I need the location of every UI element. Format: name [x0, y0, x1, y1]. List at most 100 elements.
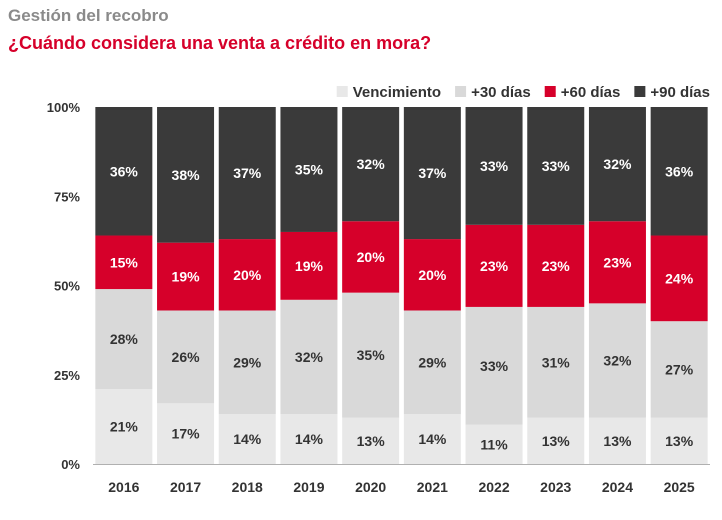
data-label: 32%	[295, 349, 324, 365]
y-tick-label: 25%	[54, 368, 80, 383]
data-label: 13%	[357, 433, 386, 449]
x-tick-label: 2020	[355, 479, 386, 495]
data-label: 14%	[233, 431, 262, 447]
bar-segment	[280, 414, 338, 464]
data-label: 26%	[172, 349, 201, 365]
bar-segment	[157, 403, 215, 464]
legend-swatch	[634, 86, 646, 97]
data-label: 38%	[172, 167, 201, 183]
bar-segment	[403, 414, 461, 464]
data-label: 24%	[665, 270, 694, 286]
data-label: 27%	[665, 361, 694, 377]
data-label: 32%	[603, 156, 632, 172]
legend-label: +90 días	[650, 84, 710, 101]
x-tick-label: 2025	[664, 479, 695, 495]
data-label: 14%	[295, 431, 324, 447]
data-label: 19%	[172, 269, 201, 285]
x-tick-label: 2021	[417, 479, 448, 495]
data-label: 13%	[665, 433, 694, 449]
x-tick-label: 2016	[108, 479, 139, 495]
bar-segment	[157, 242, 215, 311]
x-tick-label: 2017	[170, 479, 201, 495]
y-tick-label: 100%	[47, 100, 81, 115]
data-label: 35%	[357, 347, 386, 363]
data-label: 31%	[542, 354, 571, 370]
data-label: 23%	[542, 258, 571, 274]
bar-segment	[218, 414, 276, 464]
data-label: 33%	[542, 158, 571, 174]
bar-segment	[95, 289, 153, 390]
data-label: 32%	[603, 352, 632, 368]
bar-segment	[465, 224, 523, 307]
bar-segment	[527, 224, 585, 307]
data-label: 37%	[233, 165, 262, 181]
legend-label: Vencimiento	[353, 84, 441, 101]
bar-segment	[342, 417, 400, 464]
bar-segment	[280, 231, 338, 300]
bar-segment	[157, 107, 215, 243]
bar-segment	[650, 107, 708, 236]
bar-segment	[157, 310, 215, 404]
data-label: 28%	[110, 331, 139, 347]
bar-segment	[280, 299, 338, 415]
bar-segment	[403, 107, 461, 240]
data-label: 20%	[418, 267, 447, 283]
bar-segment	[218, 239, 276, 311]
data-label: 13%	[542, 433, 571, 449]
bar-segment	[342, 292, 400, 418]
bar-segment	[527, 417, 585, 464]
bar-segment	[465, 107, 523, 225]
bar-segment	[342, 221, 400, 293]
legend-swatch	[544, 86, 556, 97]
bar-segment	[650, 417, 708, 464]
data-label: 23%	[603, 254, 632, 270]
data-label: 29%	[233, 354, 262, 370]
data-label: 32%	[357, 156, 386, 172]
data-label: 20%	[233, 267, 262, 283]
data-label: 33%	[480, 158, 509, 174]
x-tick-label: 2023	[540, 479, 571, 495]
bar-segment	[588, 303, 646, 418]
data-label: 21%	[110, 419, 139, 435]
data-label: 37%	[418, 165, 447, 181]
legend-label: +30 días	[471, 84, 531, 101]
bar-segment	[95, 235, 153, 290]
data-label: 36%	[665, 163, 694, 179]
bar-segment	[588, 107, 646, 222]
legend-swatch	[336, 86, 348, 97]
data-label: 15%	[110, 254, 139, 270]
legend-swatch	[455, 86, 467, 97]
data-label: 13%	[603, 433, 632, 449]
y-tick-label: 0%	[61, 457, 80, 472]
x-tick-label: 2019	[293, 479, 324, 495]
data-label: 14%	[418, 431, 447, 447]
data-label: 20%	[357, 249, 386, 265]
bar-segment	[465, 306, 523, 425]
bar-segment	[218, 310, 276, 415]
data-label: 29%	[418, 354, 447, 370]
bar-segment	[588, 417, 646, 464]
bar-segment	[465, 424, 523, 464]
data-label: 33%	[480, 358, 509, 374]
bar-segment	[650, 321, 708, 418]
x-tick-label: 2022	[478, 479, 509, 495]
bar-segment	[218, 107, 276, 240]
data-label: 11%	[480, 436, 508, 452]
chart-pre-title: Gestión del recobro	[8, 6, 169, 25]
bar-segment	[527, 306, 585, 418]
bar-segment	[403, 310, 461, 415]
x-tick-label: 2024	[602, 479, 633, 495]
bar-segment	[95, 389, 153, 464]
data-label: 17%	[172, 426, 201, 442]
bar-segment	[342, 107, 400, 222]
bar-segment	[95, 107, 153, 236]
bar-segment	[588, 221, 646, 304]
chart-title: ¿Cuándo considera una venta a crédito en…	[8, 33, 432, 53]
data-label: 35%	[295, 161, 324, 177]
legend-label: +60 días	[561, 84, 621, 101]
data-label: 36%	[110, 163, 139, 179]
bar-segment	[280, 107, 338, 232]
x-tick-label: 2018	[232, 479, 263, 495]
bar-segment	[527, 107, 585, 225]
